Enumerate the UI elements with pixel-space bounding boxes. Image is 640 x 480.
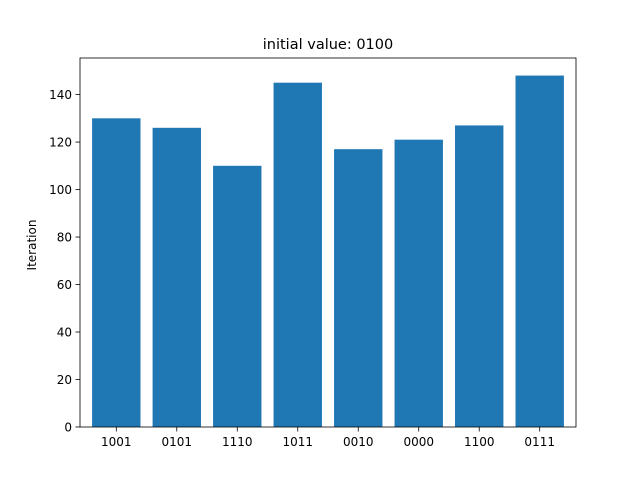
y-tick-label: 100 (49, 183, 72, 197)
bar-1001 (92, 118, 141, 427)
axes-frame (79, 57, 577, 428)
bar-0101 (152, 127, 201, 427)
bar-0000 (394, 139, 443, 427)
x-tick-label: 1011 (282, 435, 313, 449)
x-tick-label: 0000 (403, 435, 434, 449)
x-tick-label: 1100 (464, 435, 495, 449)
y-tick-label: 120 (49, 135, 72, 149)
y-tick-label: 0 (64, 420, 72, 434)
bar-1100 (455, 125, 504, 427)
x-tick-label: 0101 (162, 435, 193, 449)
y-tick-label: 140 (49, 88, 72, 102)
y-tick-label: 80 (57, 230, 72, 244)
y-tick-label: 20 (57, 373, 72, 387)
bar-1110 (213, 165, 262, 428)
bar-0010 (334, 149, 383, 427)
x-tick-label: 0010 (343, 435, 374, 449)
chart-title: initial value: 0100 (263, 37, 394, 53)
y-tick-label: 60 (57, 278, 72, 292)
bar-0111 (515, 75, 564, 427)
x-tick-label: 1001 (101, 435, 132, 449)
bar-1011 (273, 82, 322, 427)
x-tick-label: 1110 (222, 435, 253, 449)
x-tick-label: 0111 (524, 435, 555, 449)
y-tick-label: 40 (57, 325, 72, 339)
y-axis-label: Iteration (25, 220, 39, 271)
plot-area: 1001 0101 1110 1011 0010 0000 1100 0111 0 20 40 60 8… (49, 57, 577, 449)
